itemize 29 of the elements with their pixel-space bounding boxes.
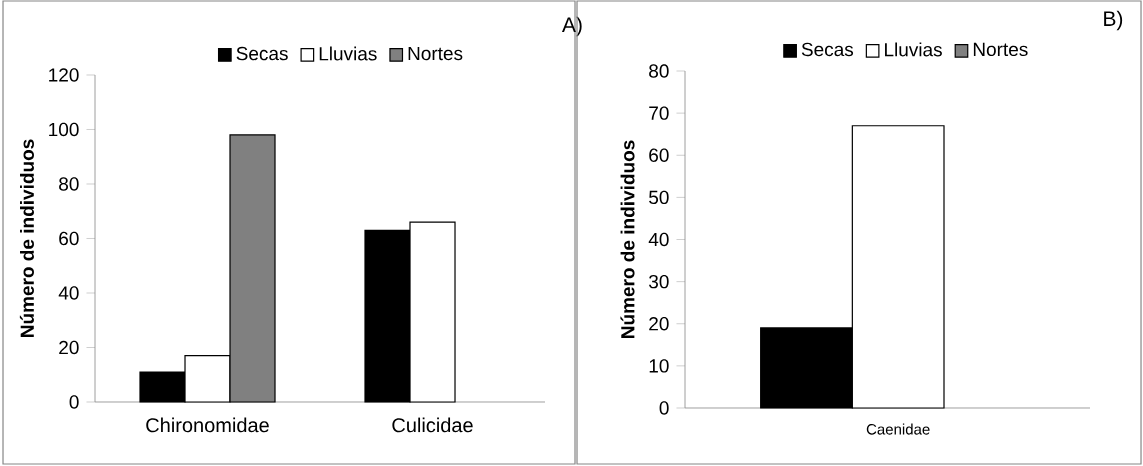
x-tick-label: Chironomidae [146,417,269,433]
y-tick-label: 80 [649,64,669,78]
legend-label: Lluvias [319,46,377,61]
y-tick-label: 120 [49,68,79,82]
y-tick-label: 40 [58,286,79,300]
y-tick-label: 0 [659,401,669,415]
y-tick-label: 60 [59,231,79,246]
text: A) [561,16,582,37]
legend-label: Lluvias [885,42,942,57]
legend-label: Nortes [973,42,1028,57]
y-tick-label: 30 [649,274,669,289]
y-tick-label: 40 [648,232,669,247]
y-tick-label: 80 [59,177,79,191]
y-tick-label: 50 [649,190,669,205]
y-tick-label: 10 [649,359,669,373]
y-tick-label: 20 [59,340,79,355]
legend-label: Secas [236,46,288,61]
y-tick-label: 0 [69,395,79,409]
x-tick-label: Culicidae [392,417,473,433]
y-tick-label: 70 [649,106,669,120]
y-tick-label: 100 [49,122,79,137]
legend-label: Nortes [408,46,463,61]
y-axis-title: Número de individuos [620,140,635,338]
y-tick-label: 60 [649,148,669,162]
y-axis-title: Número de individuos [19,139,34,337]
legend-label: Secas [801,42,854,57]
text: B) [1104,10,1123,31]
x-tick-label: Caenidae [866,423,930,435]
y-tick-label: 20 [649,317,669,331]
